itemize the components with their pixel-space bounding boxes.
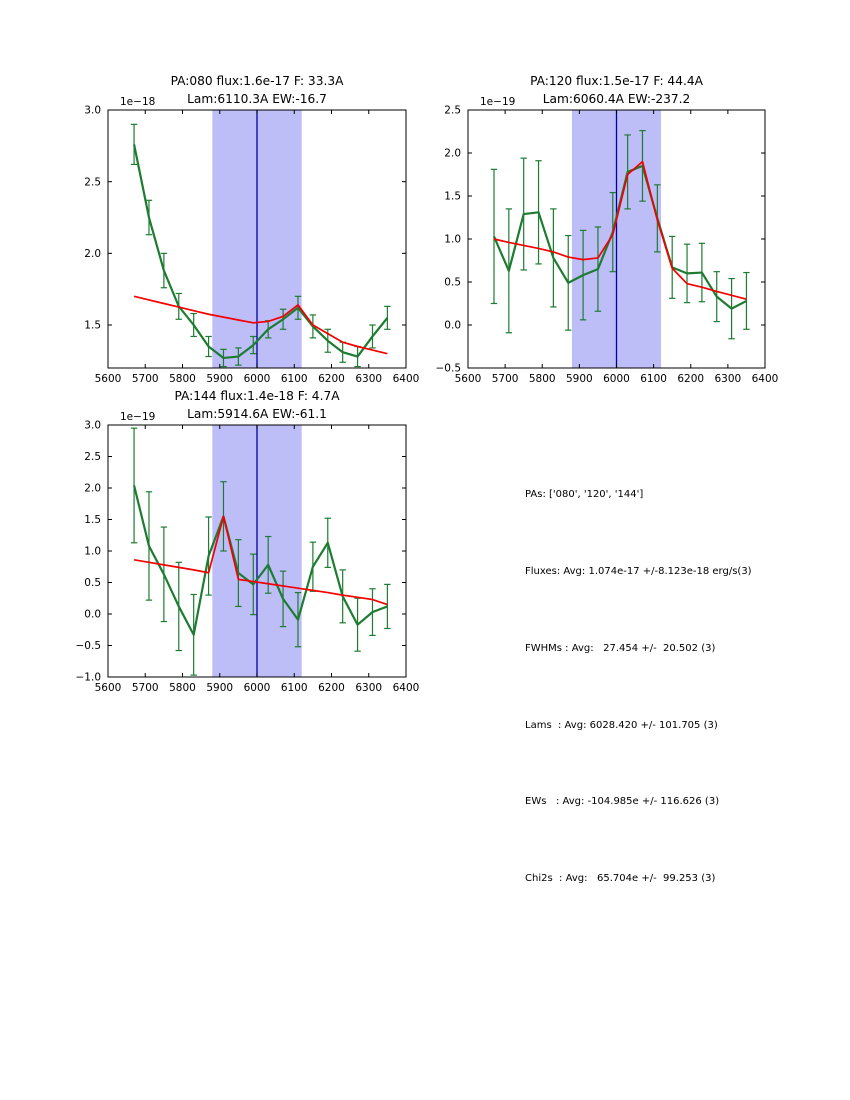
x-tick-label: 6000 — [603, 373, 630, 385]
y-axis-offset-label: 1e−18 — [120, 96, 155, 108]
y-axis-offset-label: 1e−19 — [120, 411, 155, 423]
plot-subtitle: Lam:6110.3A EW:-16.7 — [187, 92, 327, 106]
x-tick-label: 5700 — [132, 682, 159, 694]
fit-line — [133, 515, 388, 606]
y-tick-label: 1.5 — [84, 320, 101, 332]
x-tick-label: 6200 — [318, 682, 345, 694]
y-tick-label: 0.5 — [444, 277, 461, 289]
stats-line-ews: EWs : Avg: -104.985e +/- 116.626 (3) — [525, 796, 720, 808]
plot-title: PA:080 flux:1.6e-17 F: 33.3A — [171, 74, 344, 88]
x-tick-label: 6300 — [355, 682, 382, 694]
y-tick-label: 0.0 — [444, 320, 461, 332]
y-tick-label: 2.0 — [84, 248, 101, 260]
x-tick-label: 6400 — [752, 373, 779, 385]
x-tick-label: 6400 — [393, 373, 420, 385]
y-tick-label: 1.5 — [84, 514, 101, 526]
spectrum-line — [133, 485, 388, 636]
x-tick-label: 5900 — [566, 373, 593, 385]
y-tick-label: 2.5 — [444, 105, 461, 117]
y-tick-label: 2.0 — [444, 148, 461, 160]
x-tick-label: 6100 — [281, 682, 308, 694]
x-tick-label: 6300 — [355, 373, 382, 385]
x-tick-label: 6200 — [318, 373, 345, 385]
x-tick-label: 5700 — [492, 373, 519, 385]
stats-line-chi2s: Chi2s : Avg: 65.704e +/- 99.253 (3) — [525, 873, 716, 885]
spectrum-line — [132, 144, 389, 360]
ticks — [467, 109, 766, 369]
x-tick-label: 5800 — [529, 373, 556, 385]
fit-line — [493, 160, 747, 301]
x-tick-label: 5700 — [132, 373, 159, 385]
y-tick-label: 1.0 — [444, 234, 461, 246]
y-tick-label: 2.0 — [84, 483, 101, 495]
y-tick-label: 3.0 — [84, 420, 101, 432]
subplot-0: 5600 5700 5800 5900 6000 6100 6200 6300 6400 1.5 2… — [84, 74, 419, 385]
x-tick-label: 6100 — [281, 373, 308, 385]
y-tick-label: 1.0 — [84, 546, 101, 558]
x-tick-label: 5600 — [95, 682, 122, 694]
ticks — [107, 424, 407, 678]
subplot-1: 5600 5700 5800 5900 6000 6100 6200 6300 6400 −0.5… — [436, 74, 779, 385]
stats-line-fluxes: Fluxes: Avg: 1.074e-17 +/-8.123e-18 erg/… — [525, 565, 752, 577]
stats-line-lams: Lams : Avg: 6028.420 +/- 101.705 (3) — [525, 719, 718, 731]
x-tick-label: 5900 — [206, 682, 233, 694]
y-tick-label: 3.0 — [84, 105, 101, 117]
x-tick-label: 6000 — [244, 682, 271, 694]
x-tick-label: 6200 — [677, 373, 704, 385]
x-tick-label: 6100 — [640, 373, 667, 385]
plot-title: PA:120 flux:1.5e-17 F: 44.4A — [530, 74, 703, 88]
x-tick-label: 6400 — [393, 682, 420, 694]
stats-line-pas: PAs: ['080', '120', '144'] — [525, 489, 644, 501]
y-tick-label: 1.5 — [444, 191, 461, 203]
fit-line — [133, 295, 388, 355]
x-tick-label: 5800 — [169, 682, 196, 694]
stats-panel: PAs: ['080', '120', '144'] Fluxes: Avg: … — [525, 431, 752, 943]
plot-title: PA:144 flux:1.4e-18 F: 4.7A — [174, 389, 340, 403]
y-tick-label: 2.5 — [84, 176, 101, 188]
x-tick-label: 5600 — [455, 373, 482, 385]
ticks — [107, 109, 407, 368]
x-tick-label: 5600 — [95, 373, 122, 385]
y-tick-label: 0.5 — [84, 577, 101, 589]
y-tick-label: −0.5 — [76, 640, 102, 652]
plot-subtitle: Lam:6060.4A EW:-237.2 — [543, 92, 691, 106]
y-tick-label: −0.5 — [436, 363, 462, 375]
stats-line-fwhms: FWHMs : Avg: 27.454 +/- 20.502 (3) — [525, 642, 716, 654]
plot-subtitle: Lam:5914.6A EW:-61.1 — [187, 407, 327, 421]
x-tick-label: 5900 — [206, 373, 233, 385]
subplot-2: 5600 5700 5800 5900 6000 6100 6200 6300 6400 −1.0… — [76, 389, 420, 694]
x-tick-label: 6300 — [715, 373, 742, 385]
x-tick-label: 6000 — [244, 373, 271, 385]
y-tick-label: 0.0 — [84, 609, 101, 621]
y-tick-label: −1.0 — [76, 672, 102, 684]
x-tick-label: 5800 — [169, 373, 196, 385]
y-tick-label: 2.5 — [84, 451, 101, 463]
y-axis-offset-label: 1e−19 — [480, 96, 515, 108]
